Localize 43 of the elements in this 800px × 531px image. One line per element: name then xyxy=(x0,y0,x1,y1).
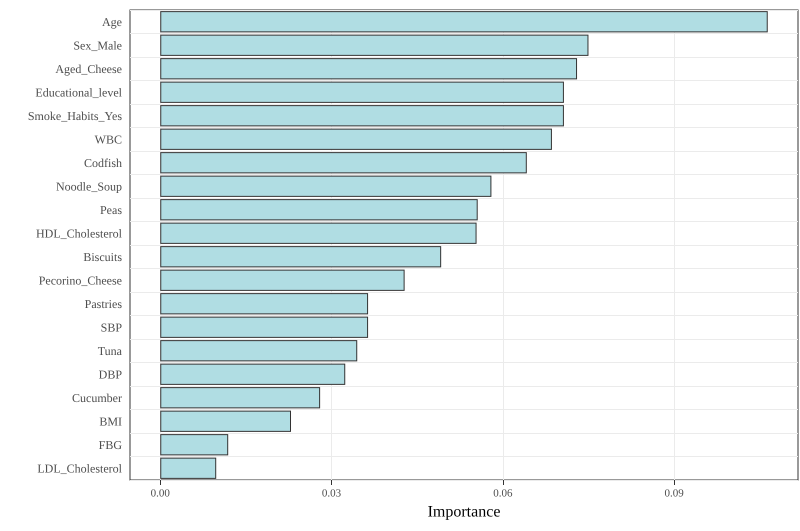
bar xyxy=(160,105,564,126)
x-tick-label: 0.06 xyxy=(493,488,513,500)
bar xyxy=(160,34,588,56)
bar xyxy=(160,316,368,338)
bar xyxy=(160,58,578,80)
y-tick-label: BMI xyxy=(99,414,122,428)
y-tick-label: Biscuits xyxy=(83,250,122,264)
bar xyxy=(160,434,228,456)
bar xyxy=(160,246,442,268)
bar xyxy=(160,340,358,362)
bar xyxy=(160,152,527,174)
bar xyxy=(160,364,346,385)
x-tick-label: 0.09 xyxy=(664,488,684,500)
y-tick-label: Tuna xyxy=(98,344,123,358)
y-tick-label: Pastries xyxy=(84,296,122,311)
y-tick-label: Cucumber xyxy=(72,390,122,405)
y-tick-label: SBP xyxy=(100,320,122,334)
x-axis-title: Importance xyxy=(428,504,500,520)
x-tick-label: 0.00 xyxy=(150,488,170,500)
y-tick-label: Noodle_Soup xyxy=(56,179,122,194)
bar xyxy=(160,128,552,150)
bar xyxy=(160,82,564,103)
y-tick-label: Pecorino_Cheese xyxy=(38,273,122,288)
y-tick-label: Aged_Cheese xyxy=(55,62,122,76)
y-tick-label: DBP xyxy=(98,367,122,382)
y-tick-label: FBG xyxy=(98,438,122,452)
y-tick-label: Codfish xyxy=(84,156,122,170)
y-tick-label: Smoke_Habits_Yes xyxy=(28,108,122,123)
bar xyxy=(160,410,292,432)
y-tick-label: Sex_Male xyxy=(73,38,122,52)
bar xyxy=(160,270,405,291)
bar xyxy=(160,176,492,197)
bar xyxy=(160,199,478,220)
y-tick-label: Peas xyxy=(100,202,122,217)
y-tick-label: WBC xyxy=(94,132,122,146)
y-tick-label: Age xyxy=(102,14,122,29)
y-tick-label: LDL_Cholesterol xyxy=(37,461,123,476)
bar xyxy=(160,387,320,408)
bar xyxy=(160,222,477,244)
bar xyxy=(160,293,368,314)
y-tick-label: Educational_level xyxy=(35,85,123,100)
y-tick-label: HDL_Cholesterol xyxy=(36,226,123,240)
x-tick-label: 0.03 xyxy=(322,488,342,500)
